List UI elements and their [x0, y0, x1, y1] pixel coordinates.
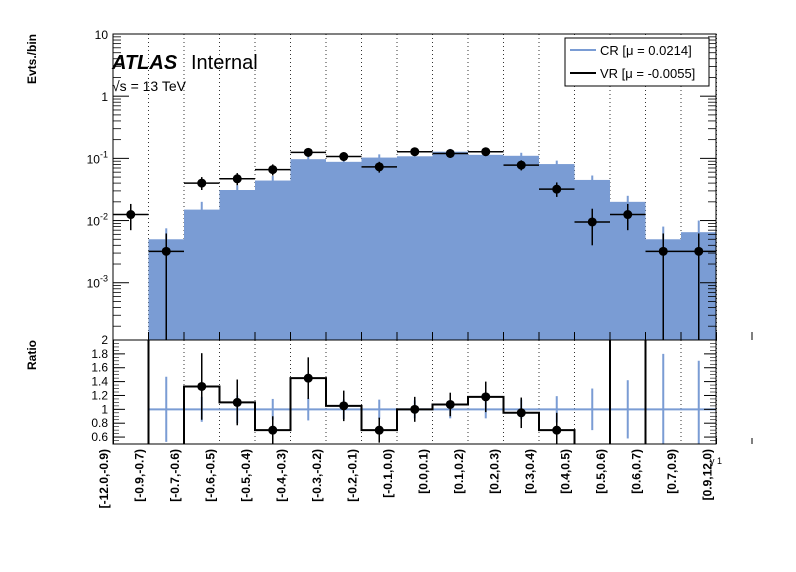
ratio-y-tick-label: 1	[101, 402, 108, 416]
x-category-label: [0.0,0.1)	[417, 449, 431, 494]
vr-data-points	[113, 147, 716, 340]
ratio-vr-point	[552, 425, 562, 435]
ratio-vr-point	[268, 425, 278, 435]
cr-bar	[397, 156, 433, 340]
ratio-vr-point	[410, 404, 420, 414]
y-tick-label: 10-1	[87, 149, 108, 166]
vr-point	[445, 148, 455, 158]
ratio-vr-point	[374, 425, 384, 435]
ratio-y-tick-label: 1.2	[91, 388, 108, 402]
vr-point	[516, 160, 526, 170]
vr-point	[339, 152, 349, 162]
cr-bar	[255, 180, 291, 340]
ratio-y-tick-label: 1.4	[91, 375, 108, 389]
x-category-label: [-0.5,-0.4)	[239, 449, 253, 502]
x-category-label: [-0.1,0.0)	[381, 449, 395, 498]
cr-bar	[468, 154, 504, 340]
vr-point	[481, 147, 491, 157]
x-category-label: [-0.7,-0.6)	[168, 449, 182, 502]
vr-point	[161, 246, 171, 256]
x-category-label: [-12.0,-0.9)	[97, 449, 111, 508]
ratio-y-tick-label: 1.8	[91, 347, 108, 361]
ratio-vr-point	[197, 381, 207, 391]
x-category-label: [0.3,0.4)	[523, 449, 537, 494]
x-axis-category-labels: [-12.0,-0.9) [-0.9,-0.7) [-0.7,-0.6) [-0.6,…	[97, 449, 715, 508]
y-tick-label: 10	[95, 28, 109, 42]
vr-point	[658, 246, 668, 256]
ratio-y-tick-label: 0.8	[91, 416, 108, 430]
x-category-label: [-0.2,-0.1)	[346, 449, 360, 502]
ratio-y-axis-label: Ratio	[25, 340, 39, 370]
cr-bar	[574, 179, 610, 340]
ratio-vr-point	[339, 401, 349, 411]
legend-cr-label: CR [μ = 0.0214]	[600, 43, 692, 58]
ratio-vr-point	[516, 408, 526, 418]
x-category-label: [0.6,0.7)	[630, 449, 644, 494]
energy-label: √s = 13 TeV	[112, 78, 187, 94]
vr-point	[410, 147, 420, 157]
legend: CR [μ = 0.0214] VR [μ = -0.0055]	[564, 37, 710, 87]
vr-point	[268, 165, 278, 175]
vr-point	[694, 246, 704, 256]
ratio-vr-point	[445, 399, 455, 409]
legend-box	[564, 37, 710, 87]
x-category-label: [0.2,0.3)	[488, 449, 502, 494]
ratio-vr-point	[303, 373, 313, 383]
cr-bar	[326, 161, 362, 340]
cr-bar	[184, 209, 220, 340]
ratio-panel: 21.81.61.41.210.80.6 Ratio	[25, 333, 717, 445]
x-category-label: [0.9,12.0)	[701, 449, 715, 500]
x-axis-label: γ 1	[710, 456, 722, 466]
y-tick-label: 1	[101, 90, 108, 104]
x-category-label: [-0.4,-0.3)	[275, 449, 289, 502]
ratio-y-axis: 21.81.61.41.210.80.6	[91, 333, 716, 445]
atlas-status: Internal	[191, 52, 258, 74]
x-category-label: [-0.9,-0.7)	[133, 449, 147, 502]
x-category-label: [0.5,0.6)	[594, 449, 608, 494]
vr-point	[374, 162, 384, 172]
x-category-label: [-0.6,-0.5)	[204, 449, 218, 502]
ratio-plot-frame	[112, 339, 717, 445]
ratio-y-tick-label: 0.6	[91, 430, 108, 444]
ratio-vr-point	[481, 392, 491, 402]
cr-bar	[219, 189, 255, 340]
legend-vr-label: VR [μ = -0.0055]	[600, 66, 695, 81]
ratio-vr-point	[232, 397, 242, 407]
vr-point	[623, 210, 633, 220]
atlas-label: ATLAS	[111, 52, 178, 74]
vr-point	[197, 178, 207, 188]
cr-bar	[432, 151, 468, 340]
ratio-y-tick-label: 2	[101, 333, 108, 347]
cr-bar	[503, 155, 539, 340]
x-category-label: [-0.3,-0.2)	[310, 449, 324, 502]
ratio-y-tick-label: 1.6	[91, 361, 108, 375]
top-panel: 10 1 10-1 10-2 10-3 Evts./bin ATLAS Internal…	[25, 28, 753, 444]
vr-point	[126, 210, 136, 220]
vr-point	[587, 217, 597, 227]
vr-point	[232, 174, 242, 184]
vr-point	[303, 147, 313, 157]
cr-bar	[290, 159, 326, 340]
ratio-vr-histogram	[113, 340, 682, 444]
x-category-label: [0.1,0.2)	[452, 449, 466, 494]
y-tick-label: 10-2	[87, 212, 108, 229]
y-tick-label: 10-3	[87, 274, 108, 291]
top-y-axis-label: Evts./bin	[25, 34, 39, 84]
vr-point	[552, 184, 562, 194]
x-category-label: [0.7,0.9)	[665, 449, 679, 494]
cr-bar	[361, 157, 397, 340]
x-category-label: [0.4,0.5)	[559, 449, 573, 494]
